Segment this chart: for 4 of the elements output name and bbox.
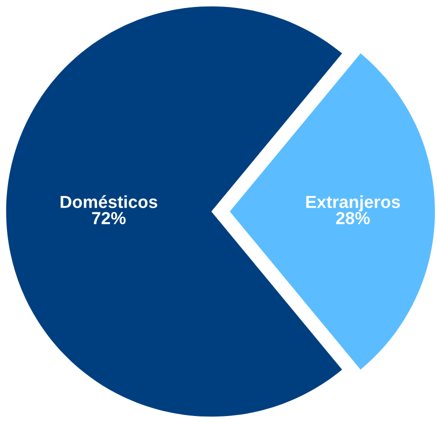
- data-label: 72%: [92, 212, 126, 224]
- slice-label: Extranjeros: [306, 195, 400, 212]
- data-label: 28%: [336, 212, 370, 224]
- slice-label: Domésticos: [60, 195, 158, 208]
